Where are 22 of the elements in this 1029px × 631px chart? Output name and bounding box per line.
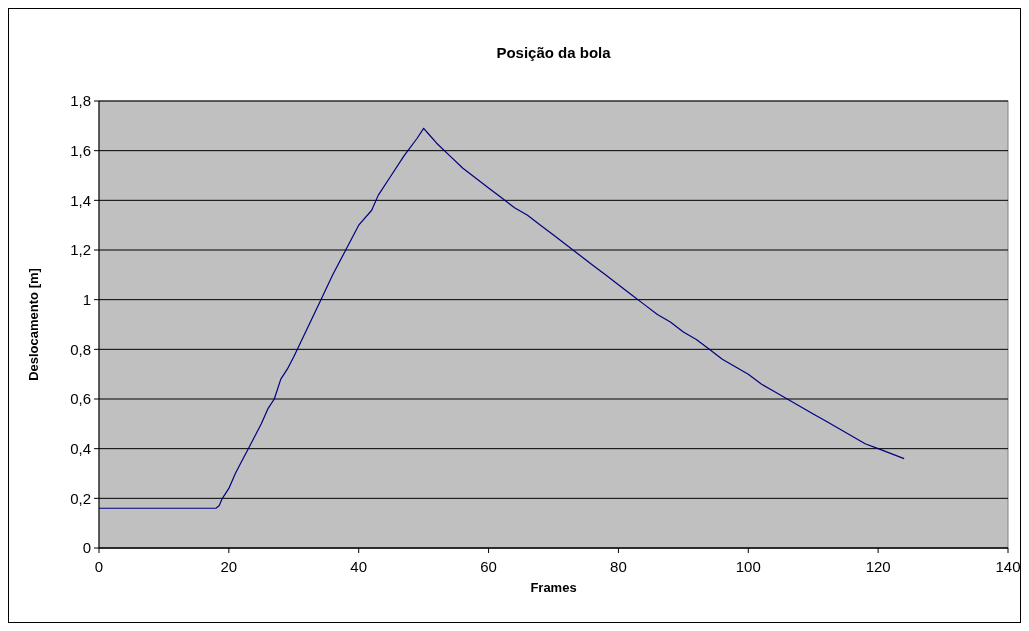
x-axis-title: Frames	[530, 580, 577, 595]
y-tick-label: 1,2	[70, 241, 91, 259]
x-tick-label: 20	[220, 558, 238, 575]
x-tick-label: 60	[480, 558, 497, 575]
line-series	[98, 127, 905, 509]
y-tick-label: 1,8	[70, 92, 91, 110]
y-tick-label: 0,2	[70, 489, 91, 507]
x-tick-label: 100	[735, 558, 761, 575]
y-tick-label: 0,6	[70, 390, 91, 408]
x-tick-label: 0	[94, 558, 104, 575]
chart-title: Posição da bola	[496, 44, 612, 61]
y-tick-label: 0,4	[70, 439, 91, 457]
y-axis-title: Deslocamento [m]	[26, 268, 41, 381]
y-tick-label: 1,6	[70, 141, 91, 159]
x-tick-label: 40	[350, 558, 368, 575]
x-tick-label: 140	[995, 558, 1021, 575]
y-tick-label: 0	[82, 539, 91, 557]
y-tick-label: 1	[82, 290, 91, 308]
x-tick-label: 80	[610, 558, 627, 575]
y-tick-label: 0,8	[70, 340, 91, 358]
y-tick-label: 1,4	[70, 191, 91, 209]
x-tick-label: 120	[865, 558, 891, 575]
